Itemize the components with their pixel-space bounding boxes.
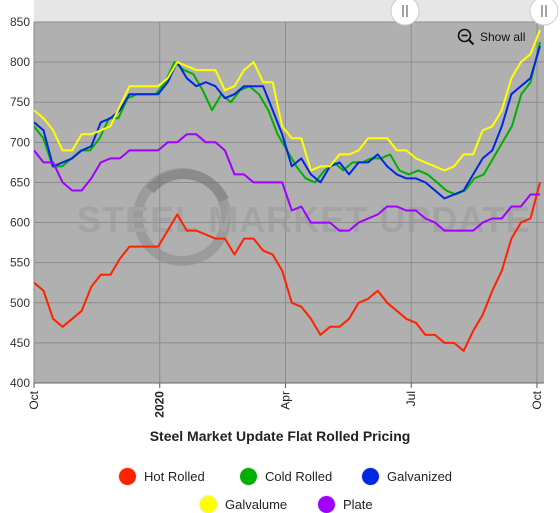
x-tick-label: 2020 [153, 391, 167, 418]
x-tick-label: Apr [278, 391, 292, 410]
legend-item-hot-rolled[interactable]: Hot Rolled [119, 468, 205, 485]
y-tick-label: 800 [10, 55, 30, 69]
legend-item-galvanized[interactable]: Galvanized [362, 468, 452, 485]
legend-swatch [318, 496, 335, 513]
x-tick-label: Jul [404, 391, 418, 406]
legend-label: Galvalume [225, 497, 288, 512]
show-all-label: Show all [480, 30, 526, 44]
y-tick-label: 550 [10, 256, 30, 270]
chart-title: Steel Market Update Flat Rolled Pricing [149, 428, 411, 444]
legend-label: Plate [343, 497, 373, 512]
navigator-track[interactable] [34, 0, 544, 22]
axes: 400 450 500 550 600 650 700 750 800 850 Oct 2020 Apr… [10, 15, 544, 418]
watermark-logo: STEEL MARKET UPDATE [77, 168, 531, 266]
legend-label: Galvanized [387, 469, 453, 484]
y-tick-label: 700 [10, 135, 30, 149]
navigator-left-handle[interactable] [390, 0, 420, 26]
y-tick-label: 600 [10, 216, 30, 230]
series-line-plate [34, 133, 540, 232]
legend-swatch [119, 468, 136, 485]
zoom-out-icon [457, 28, 475, 46]
y-tick-label: 750 [10, 95, 30, 109]
y-tick-label: 650 [10, 175, 30, 189]
series-group [34, 29, 541, 352]
navigator-right-handle[interactable] [529, 0, 559, 26]
legend: Hot Rolled Cold Rolled Galvanized Galval… [0, 460, 560, 513]
legend-swatch [200, 496, 217, 513]
y-tick-label: 400 [10, 376, 30, 390]
watermark-text: STEEL MARKET UPDATE [77, 199, 531, 240]
x-tick-label: Oct [27, 390, 41, 409]
legend-swatch [362, 468, 379, 485]
show-all-button[interactable]: Show all [457, 28, 525, 46]
legend-label: Cold Rolled [265, 469, 333, 484]
legend-label: Hot Rolled [144, 469, 205, 484]
legend-item-plate[interactable]: Plate [318, 496, 373, 513]
y-tick-label: 500 [10, 296, 30, 310]
legend-item-cold-rolled[interactable]: Cold Rolled [240, 468, 332, 485]
x-tick-label: Oct [530, 390, 544, 409]
y-tick-label: 450 [10, 336, 30, 350]
series-line-hot-rolled [34, 182, 541, 352]
y-tick-label: 850 [10, 15, 30, 29]
legend-swatch [240, 468, 257, 485]
series-line-galvalume [34, 29, 541, 172]
legend-item-galvalume[interactable]: Galvalume [200, 496, 287, 513]
